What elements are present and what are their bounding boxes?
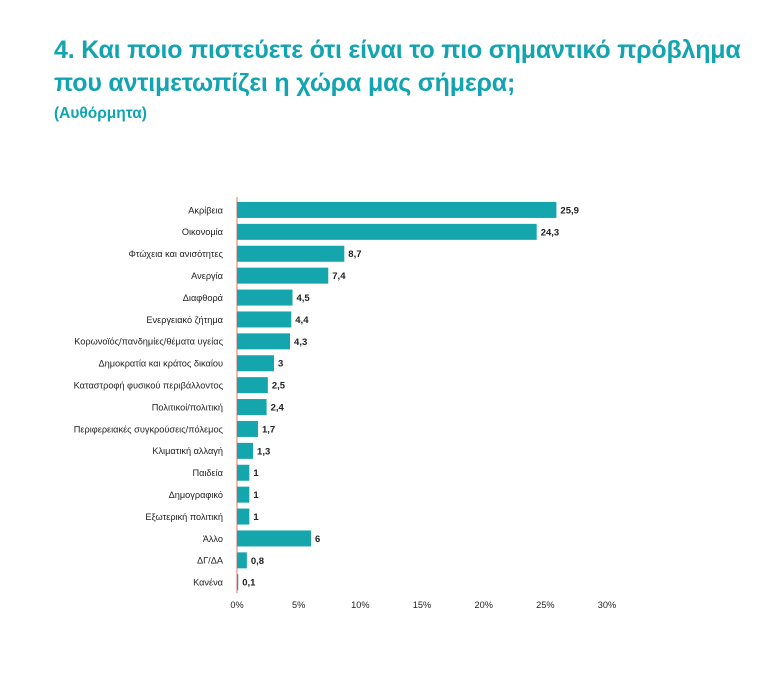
- bar: [237, 201, 557, 218]
- category-label: Παιδεία: [192, 468, 223, 478]
- page-subtitle: (Αυθόρμητα): [54, 105, 147, 122]
- bar: [237, 420, 258, 437]
- data-label: 4,4: [295, 315, 309, 326]
- category-label: Εξωτερική πολιτική: [145, 512, 223, 522]
- bar: [237, 311, 292, 328]
- bar: [237, 508, 250, 525]
- category-label: Ανεργία: [191, 271, 224, 281]
- x-tick-label: 0%: [230, 600, 243, 610]
- data-label: 4,3: [294, 337, 307, 348]
- bar: [237, 289, 293, 306]
- data-label: 1,3: [257, 446, 270, 457]
- data-label: 8,7: [348, 249, 361, 260]
- bar: [237, 223, 537, 240]
- bar: [237, 377, 268, 394]
- x-tick-label: 15%: [413, 600, 431, 610]
- category-label: Φτώχεια και ανισότητες: [129, 249, 224, 259]
- bar: [237, 355, 274, 372]
- bar: [237, 552, 247, 569]
- bar: [237, 486, 250, 503]
- data-label: 1: [253, 468, 259, 479]
- category-label: Κορωνοϊός/πανδημίες/θέματα υγείας: [74, 337, 223, 347]
- data-label: 3: [278, 359, 283, 370]
- bar: [237, 245, 345, 262]
- x-tick-label: 5%: [292, 600, 305, 610]
- x-tick-label: 25%: [536, 600, 554, 610]
- data-label: 7,4: [332, 271, 346, 282]
- data-label: 0,8: [251, 556, 264, 567]
- data-label: 1,7: [262, 424, 275, 435]
- category-label: Ακρίβεια: [188, 205, 223, 215]
- data-label: 0,1: [242, 578, 256, 589]
- data-label: 6: [315, 534, 320, 545]
- category-label: Οικονομία: [182, 227, 224, 237]
- data-label: 25,9: [560, 205, 579, 216]
- bar: [237, 442, 254, 459]
- x-tick-label: 30%: [598, 600, 616, 610]
- data-label: 1: [253, 512, 259, 523]
- data-label: 2,5: [272, 381, 286, 392]
- category-label: Περιφερειακές συγκρούσεις/πόλεμος: [74, 424, 224, 434]
- bar: [237, 333, 291, 350]
- bar: [237, 530, 311, 547]
- x-tick-label: 20%: [474, 600, 492, 610]
- category-label: Διαφθορά: [183, 293, 224, 303]
- bar: [237, 267, 329, 284]
- bar: [237, 399, 267, 416]
- category-label: Πολιτικοί/πολιτική: [152, 402, 223, 412]
- category-label: Δημοκρατία και κράτος δικαίου: [98, 359, 223, 369]
- category-label: Άλλο: [203, 534, 223, 544]
- category-label: Κλιματική αλλαγή: [152, 446, 223, 456]
- data-label: 2,4: [271, 402, 285, 413]
- data-label: 1: [253, 490, 259, 501]
- page-title: 4. Και ποιο πιστεύετε ότι είναι το πιο σ…: [54, 36, 741, 97]
- category-label: Δημογραφικό: [169, 490, 223, 500]
- bar: [237, 464, 250, 481]
- data-label: 24,3: [541, 227, 560, 238]
- category-label: Ενεργειακό ζήτημα: [146, 315, 223, 325]
- bar: [237, 574, 239, 591]
- x-tick-label: 10%: [351, 600, 369, 610]
- category-label: Κανένα: [193, 578, 224, 588]
- category-label: Καταστροφή φυσικού περιβάλλοντος: [74, 380, 224, 390]
- category-label: ΔΓ/ΔΑ: [197, 556, 224, 566]
- data-label: 4,5: [297, 293, 311, 304]
